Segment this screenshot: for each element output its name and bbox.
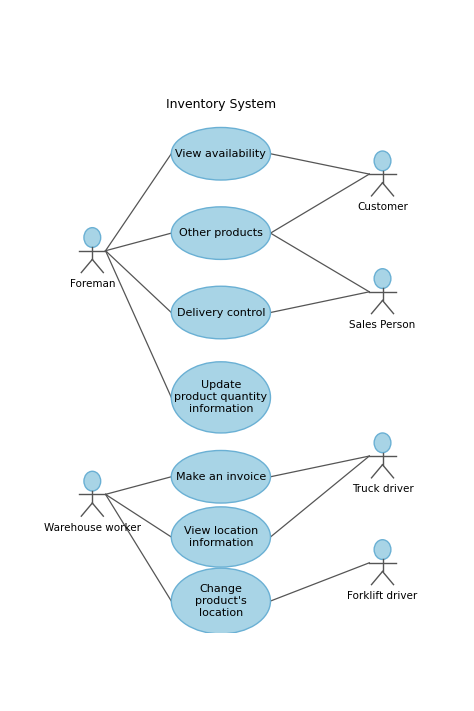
Ellipse shape: [171, 451, 271, 503]
Text: View availability: View availability: [175, 149, 266, 159]
Ellipse shape: [374, 540, 391, 560]
Ellipse shape: [171, 568, 271, 634]
Ellipse shape: [171, 507, 271, 567]
Text: View location
information: View location information: [184, 526, 258, 548]
Ellipse shape: [171, 362, 271, 433]
Text: Warehouse worker: Warehouse worker: [44, 523, 141, 533]
Text: Update
product quantity
information: Update product quantity information: [174, 380, 267, 415]
Ellipse shape: [171, 287, 271, 339]
Text: Customer: Customer: [357, 203, 408, 213]
Ellipse shape: [374, 269, 391, 289]
Ellipse shape: [84, 471, 100, 491]
Text: Make an invoice: Make an invoice: [176, 472, 266, 482]
Ellipse shape: [171, 127, 271, 180]
Ellipse shape: [171, 207, 271, 260]
Text: Other products: Other products: [179, 228, 263, 238]
Text: Inventory System: Inventory System: [166, 98, 276, 111]
Ellipse shape: [374, 433, 391, 453]
Ellipse shape: [84, 228, 100, 247]
Text: Change
product's
location: Change product's location: [195, 584, 247, 618]
Text: Delivery control: Delivery control: [177, 308, 265, 318]
Text: Sales Person: Sales Person: [349, 320, 416, 330]
Text: Forklift driver: Forklift driver: [347, 591, 418, 602]
Ellipse shape: [374, 151, 391, 171]
Text: Foreman: Foreman: [70, 279, 115, 289]
Text: Truck driver: Truck driver: [352, 484, 413, 494]
